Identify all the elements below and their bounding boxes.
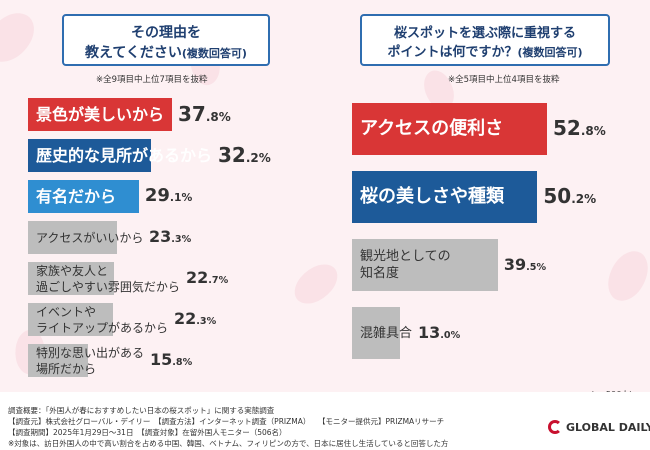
left-note: ※全9項目中上位7項目を抜粋 <box>96 75 208 85</box>
bar <box>352 307 400 359</box>
bar-value-label: 23.3% <box>149 227 192 247</box>
bar-category-label: 特別な思い出がある 場所だから <box>36 345 145 376</box>
bar-category-label: 家族や友人と 過ごしやすい雰囲気だから <box>36 263 180 294</box>
bar-category-label: イベントや ライトアップがあるから <box>36 304 169 335</box>
left-chart-title: その理由を 教えてください(複数回答可) <box>62 14 270 66</box>
global-daily-logo: GLOBAL DAILY <box>548 420 650 434</box>
right-title-suffix: (複数回答可) <box>517 46 583 59</box>
bar <box>28 262 115 295</box>
bar <box>28 303 113 336</box>
footer-line1: 調査概要：「外国人が春におすすめしたい日本の桜スポット」に関する実態調査 <box>8 406 275 415</box>
bar <box>28 221 117 254</box>
bar <box>28 180 139 213</box>
bar-value-label: 50.2% <box>543 184 597 208</box>
bar-value-label: 39.5% <box>503 254 547 274</box>
bar-category-label: アクセスがいいから <box>36 230 144 245</box>
footer-line3: 【調査期間】2025年1月29日～31日 【調査対象】在留外国人モニター（506… <box>8 428 287 437</box>
left-title-line2: 教えてください <box>85 45 182 61</box>
right-chart-title: 桜スポットを選ぶ際に重視する ポイントは何ですか？(複数回答可) <box>360 14 610 66</box>
bar-value-label: 52.8% <box>553 116 606 140</box>
bar-value-label: 13.0% <box>418 322 461 342</box>
footer-line2a: 【調査元】株式会社グローバル・デイリー 【調査方法】インターネット調査（PRIZ… <box>8 417 311 426</box>
bar-value-label: 22.7% <box>186 268 229 288</box>
bar <box>352 171 538 223</box>
bar-value-label: 22.3% <box>174 309 217 329</box>
bar-value-label: 37.8% <box>178 101 231 126</box>
bar-category-label: 景色が美しいから <box>36 104 165 124</box>
bar-value-label: 15.8% <box>150 350 193 370</box>
bar <box>28 98 172 131</box>
logo-icon <box>548 420 562 434</box>
footer-line2b: 【モニター提供元】PRIZMAリサーチ <box>318 417 445 426</box>
bar-category-label: 観光地としての 知名度 <box>360 249 451 281</box>
bar-value-label: 29.1% <box>144 184 193 206</box>
left-title-suffix: (複数回答可) <box>181 47 247 60</box>
bar-category-label: 有名だから <box>36 186 117 206</box>
bar-category-label: 混雑具合 <box>360 325 413 341</box>
right-title-line1: 桜スポットを選ぶ際に重視する <box>393 26 576 41</box>
footer: 調査概要：「外国人が春におすすめしたい日本の桜スポット」に関する実態調査 【調査… <box>0 392 650 450</box>
footer-line4: ※対象は、訪日外国人の中で高い割合を占める中国、韓国、ベトナム、フィリピンの方で… <box>8 439 449 448</box>
left-title-line1: その理由を <box>131 25 201 41</box>
bar <box>352 103 547 155</box>
bar <box>352 239 498 291</box>
bar <box>28 344 89 377</box>
bar-category-label: アクセスの便利さ <box>360 118 504 139</box>
right-title-line2: ポイントは何ですか？ <box>387 45 518 60</box>
right-note: ※全5項目中上位4項目を抜粋 <box>448 75 560 85</box>
bar-category-label: 歴史的な見所があるから <box>36 145 213 165</box>
bar <box>28 139 151 172</box>
bar-category-label: 桜の美しさや種類 <box>360 186 504 207</box>
bar-value-label: 32.2% <box>218 142 271 167</box>
logo-text: GLOBAL DAILY <box>566 421 650 434</box>
